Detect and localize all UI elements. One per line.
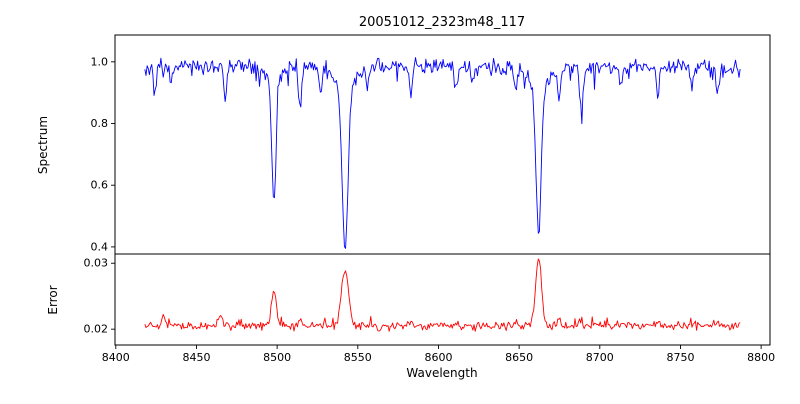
spectrum-y-tick-label: 0.4 [91,240,109,253]
x-tick-label: 8700 [586,351,614,364]
x-tick-label: 8800 [747,351,775,364]
y-axis-label-spectrum: Spectrum [36,116,50,174]
x-tick-label: 8450 [182,351,210,364]
x-tick-label: 8600 [424,351,452,364]
error-y-tick-label: 0.02 [84,323,109,336]
y-axis-label-error: Error [46,285,60,314]
x-tick-label: 8650 [505,351,533,364]
x-tick-label: 8400 [102,351,130,364]
error-y-tick-label: 0.03 [84,257,109,270]
x-tick-label: 8750 [666,351,694,364]
error-line [144,258,741,332]
spectrum-y-tick-label: 0.8 [91,117,109,130]
spectrum-y-tick-label: 1.0 [91,55,109,68]
x-tick-label: 8500 [263,351,291,364]
spectrum-line [144,57,741,249]
plot-area: 0.4 0.6 0.8 1.0 0.02 0.03 8400 8450 8500 8550 8600… [84,34,775,364]
chart-title: 20051012_2323m48_117 [359,15,525,30]
x-tick-label: 8550 [344,351,372,364]
spectrum-y-tick-label: 0.6 [91,179,109,192]
error-panel-frame [114,253,771,346]
x-axis-label: Wavelength [406,366,477,380]
